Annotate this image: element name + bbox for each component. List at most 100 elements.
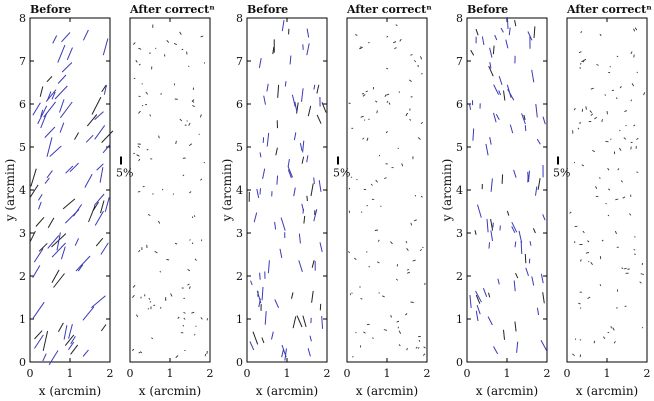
x-tick-label: 0 <box>464 367 471 380</box>
whisker <box>401 163 404 167</box>
panel-title: After correctⁿ <box>346 3 432 16</box>
whisker <box>161 188 164 191</box>
x-tick-label: 2 <box>107 367 114 380</box>
whisker <box>313 177 315 184</box>
whisker <box>493 84 500 95</box>
whisker <box>375 100 378 103</box>
whisker <box>91 96 102 115</box>
whisker <box>316 84 320 94</box>
y-axis-label: y (arcmin) <box>440 159 454 223</box>
whisker <box>622 196 626 199</box>
x-tick-label: 1 <box>284 367 291 380</box>
whisker <box>633 248 636 251</box>
whisker <box>384 177 387 180</box>
whisker <box>398 91 401 93</box>
whisker <box>596 64 599 66</box>
whisker <box>46 91 52 101</box>
whisker <box>307 105 312 117</box>
whisker <box>200 178 203 181</box>
whisker <box>634 253 636 255</box>
whisker <box>639 281 642 284</box>
whisker <box>414 60 417 63</box>
panel-4: After correctⁿ 0 1 2 x (arcmin) 5% <box>333 3 432 398</box>
whisker <box>302 140 305 153</box>
whisker <box>191 311 195 314</box>
whisker <box>487 316 493 326</box>
whisker <box>187 283 190 286</box>
whisker <box>615 198 619 201</box>
whisker <box>398 330 402 334</box>
whisker <box>388 102 391 105</box>
whisker <box>355 332 357 334</box>
whisker <box>503 329 505 340</box>
whisker <box>415 346 418 349</box>
whisker <box>256 188 260 199</box>
whisker <box>281 20 285 32</box>
whisker <box>84 173 93 188</box>
whisker <box>399 38 402 42</box>
whisker <box>188 286 191 290</box>
whisker <box>192 105 195 108</box>
whisker <box>306 155 309 163</box>
whisker <box>594 116 598 120</box>
whisker <box>406 248 409 251</box>
whisker <box>281 348 285 358</box>
whisker <box>386 67 389 70</box>
whisker <box>43 101 56 118</box>
panel-frame <box>566 17 648 363</box>
whisker <box>511 221 518 233</box>
whisker <box>500 27 504 33</box>
whisker <box>396 320 400 323</box>
whisker <box>488 65 494 77</box>
whisker <box>486 218 489 233</box>
whisker <box>383 329 388 331</box>
whisker <box>249 341 255 351</box>
whisker <box>616 306 618 309</box>
whisker <box>605 140 609 143</box>
whisker <box>259 272 261 280</box>
whisker <box>39 86 44 97</box>
whisker <box>136 314 139 318</box>
panel-title: Before <box>247 3 288 16</box>
x-tick-label: 1 <box>504 367 511 380</box>
panel-title: Before <box>467 3 508 16</box>
panel-frame <box>29 17 111 363</box>
whisker <box>514 321 517 332</box>
panel-5: Before 0 1 2 x (arcmin) 0 1 2 3 4 5 6 7 8 y (arcmin) <box>440 3 551 398</box>
whisker <box>359 46 363 48</box>
whisker <box>636 71 638 74</box>
whisker <box>306 28 310 38</box>
whisker <box>59 122 65 133</box>
x-tick-label: 1 <box>67 367 74 380</box>
whisker <box>515 272 519 279</box>
whisker <box>521 113 526 125</box>
y-tick-label: 1 <box>456 313 463 326</box>
y-tick-label: 4 <box>19 184 26 197</box>
whisker <box>298 260 303 273</box>
whisker <box>183 317 186 320</box>
whisker <box>51 242 66 258</box>
whisker <box>138 158 141 162</box>
whisker <box>469 104 471 110</box>
whisker <box>590 113 594 116</box>
whisker <box>506 17 509 30</box>
whisker <box>360 297 363 300</box>
whisker <box>101 130 114 143</box>
whisker <box>191 100 195 103</box>
whisker <box>579 259 582 262</box>
whisker <box>291 94 296 107</box>
whisker <box>640 273 645 275</box>
panel-2: After correctⁿ 0 1 2 x (arcmin) 5% <box>116 3 215 398</box>
whisker <box>44 126 56 138</box>
x-tick-label: 0 <box>27 367 34 380</box>
whisker <box>619 129 621 132</box>
whisker <box>351 292 353 294</box>
whisker <box>274 221 277 230</box>
whisker <box>614 230 617 235</box>
whisker <box>74 132 80 140</box>
y-tick-label: 5 <box>19 141 26 154</box>
whisker <box>595 186 598 190</box>
panel-frame <box>246 17 328 363</box>
whisker <box>53 273 65 288</box>
y-tick-label: 2 <box>19 270 26 283</box>
